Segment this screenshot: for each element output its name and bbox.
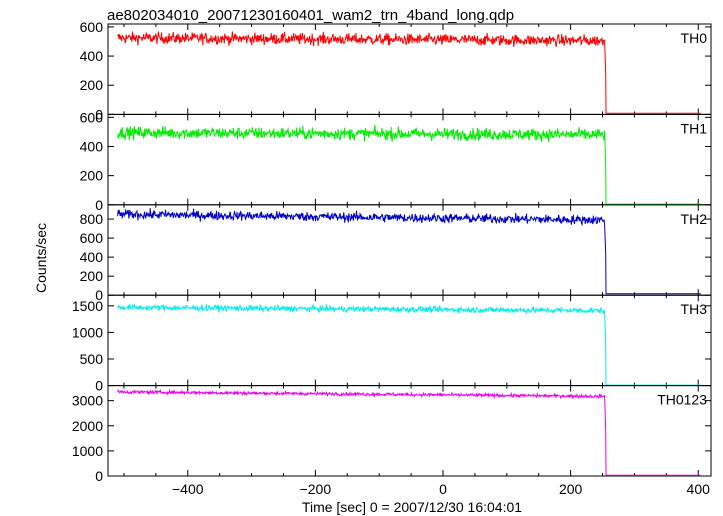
y-tick-label: 600 — [80, 109, 104, 125]
x-tick-label: −400 — [172, 481, 204, 497]
panel-th2: 0 200 400 600 800 TH2 — [80, 204, 712, 303]
x-tick-label: 200 — [559, 481, 583, 497]
y-tick-label: 1000 — [72, 324, 103, 340]
panels-group: 0 200 400 600 TH0 0 200 400 600 TH1 0 200 400 600 800 T… — [72, 19, 712, 497]
series-line-th0 — [117, 31, 701, 114]
panel-frame — [107, 113, 712, 206]
series-line-th1 — [117, 124, 701, 205]
panel-frame — [107, 385, 712, 477]
y-tick-label: 800 — [80, 211, 104, 227]
panel-th0: 0 200 400 600 TH0 — [80, 19, 712, 122]
panel-th3: 0 500 1000 1500 TH3 — [72, 294, 712, 394]
y-tick-label: 600 — [80, 19, 104, 35]
series-line-th3 — [117, 303, 701, 386]
y-tick-label: 0 — [95, 287, 103, 303]
y-tick-label: 600 — [80, 230, 104, 246]
x-axis-label: Time [sec] 0 = 2007/12/30 16:04:01 — [302, 499, 522, 515]
panel-label-th1: TH1 — [681, 120, 708, 136]
y-tick-label: 200 — [80, 168, 104, 184]
y-tick-label: 1000 — [72, 443, 103, 459]
series-line-th2 — [117, 208, 701, 295]
y-tick-label: 400 — [80, 249, 104, 265]
y-tick-label: 3000 — [72, 393, 103, 409]
y-axis-label: Counts/sec — [33, 223, 49, 293]
panel-label-th3: TH3 — [681, 301, 708, 317]
panel-th0123: 0 1000 2000 3000 TH0123 — [72, 385, 712, 484]
y-tick-label: 200 — [80, 268, 104, 284]
y-tick-label: 500 — [80, 351, 104, 367]
y-tick-label: 0 — [95, 197, 103, 213]
panel-frame — [107, 204, 712, 296]
y-tick-label: 0 — [95, 468, 103, 484]
panel-label-th0: TH0 — [681, 30, 708, 46]
y-tick-label: 1500 — [72, 298, 103, 314]
y-tick-label: 400 — [80, 138, 104, 154]
x-tick-label: −200 — [300, 481, 332, 497]
x-tick-label: 400 — [687, 481, 711, 497]
panel-label-th0123: TH0123 — [657, 392, 707, 408]
y-tick-label: 200 — [80, 77, 104, 93]
chart-title: ae802034010_20071230160401_wam2_trn_4ban… — [107, 7, 514, 24]
panel-th1: 0 200 400 600 TH1 — [80, 109, 712, 213]
x-tick-label: 0 — [439, 481, 447, 497]
y-tick-label: 0 — [95, 106, 103, 122]
y-tick-label: 400 — [80, 48, 104, 64]
y-tick-label: 2000 — [72, 418, 103, 434]
series-line-th0123 — [117, 388, 701, 476]
panel-label-th2: TH2 — [681, 211, 708, 227]
y-tick-label: 0 — [95, 378, 103, 394]
